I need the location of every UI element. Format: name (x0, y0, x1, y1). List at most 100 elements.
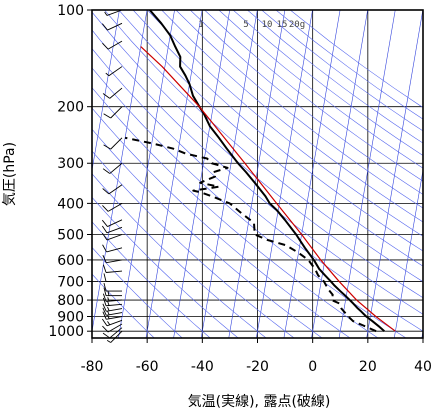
wind-barb-shaft (107, 202, 123, 212)
background-lines (92, 10, 423, 338)
wind-barb-shaft (107, 219, 123, 227)
x-tick-label: -80 (81, 359, 104, 375)
mixing-ratio-label: 1 (198, 20, 203, 30)
wind-barb-shaft (109, 87, 123, 99)
dry-adiabat-line (92, 29, 423, 315)
wind-barb-shaft (109, 162, 123, 174)
wind-barb-feather (101, 219, 108, 227)
wind-barb-shaft (106, 226, 123, 234)
plot-frame (91, 9, 424, 339)
mixing-ratio-labels: 1 5 10 15 20g (198, 20, 305, 30)
dry-adiabat-line (190, 10, 423, 195)
dry-adiabat-line (204, 10, 423, 182)
wind-barb-half-feather (107, 314, 110, 319)
wind-barb-feather (102, 168, 111, 174)
wind-barb-half-feather (107, 301, 110, 306)
isotherm-line (92, 10, 120, 172)
wind-barb-shaft (107, 40, 123, 50)
dry-adiabat-line (92, 221, 211, 338)
dry-adiabat-line (92, 67, 407, 338)
wind-barb-half-feather (106, 340, 111, 343)
wind-barb-shaft (110, 106, 123, 119)
dry-adiabat-line (104, 10, 423, 283)
dry-adiabat-line (92, 173, 267, 338)
dry-adiabat-line (118, 10, 423, 267)
grid-layer (87, 9, 424, 343)
wind-barb-feather (102, 297, 107, 306)
y-tick-label: 500 (57, 228, 84, 244)
wind-barb-shaft (106, 234, 123, 241)
dewpoint-line (124, 136, 377, 333)
wind-barb-shaft (109, 327, 123, 339)
x-tick-label: 20 (359, 359, 377, 375)
y-tick-label: 900 (57, 309, 84, 325)
isotherm-line (311, 10, 368, 338)
dry-adiabat-line (147, 10, 423, 237)
parcel-line (140, 46, 396, 332)
y-tick-label: 200 (57, 100, 84, 116)
y-tick-label: 300 (57, 156, 84, 172)
wind-barb-shaft (108, 184, 123, 195)
dry-adiabat-line (92, 128, 323, 338)
wind-barb-feather (102, 93, 111, 99)
wind-barb-feather (102, 293, 107, 302)
wind-barb-feather (102, 42, 109, 50)
dry-adiabat-line (92, 246, 183, 338)
dry-adiabat-line (275, 10, 423, 120)
wind-barb-half-feather (107, 321, 111, 326)
dry-adiabat-line (92, 150, 295, 338)
wind-barb-shaft (106, 270, 123, 273)
x-tick-label: 0 (308, 359, 317, 375)
dry-adiabat-line (92, 87, 379, 338)
wind-barb-feather (102, 332, 111, 339)
wind-barb-half-feather (107, 310, 110, 316)
wind-barb-half-feather (107, 291, 110, 296)
y-tick-label: 1000 (48, 324, 84, 340)
wind-barb-feather (102, 264, 107, 273)
dry-adiabat-line (92, 107, 351, 338)
y-tick-label: 700 (57, 274, 84, 290)
temperature-line (149, 10, 386, 332)
isotherm-line (366, 10, 423, 338)
wind-barb-feather (103, 113, 111, 119)
wind-barb-feather (102, 244, 107, 253)
wind-barb-feather (103, 273, 107, 282)
wind-barb-shaft (107, 22, 123, 31)
wind-barb-half-feather (107, 297, 110, 302)
mixing-ratio-label: 10 (262, 20, 273, 30)
dry-adiabat-line (92, 273, 155, 338)
wind-barb-feather (102, 255, 107, 263)
isotherm-line (421, 329, 423, 338)
dry-adiabat-line (247, 10, 423, 144)
mixing-ratio-label: 15 (277, 20, 288, 30)
dry-adiabat-line (132, 10, 423, 252)
dry-adiabat-line (232, 10, 423, 156)
y-axis-title: 気圧(hPa) (2, 142, 18, 206)
isotherm-line (145, 10, 203, 338)
wind-barb-half-feather (105, 72, 110, 77)
isotherm-line (256, 10, 313, 338)
dry-adiabat-line (92, 196, 239, 338)
x-tick-label: -60 (136, 359, 159, 375)
y-tick-label: 400 (57, 196, 84, 212)
wind-barb-shaft (106, 247, 123, 253)
data-series (124, 10, 396, 333)
dry-adiabat-line (175, 10, 423, 209)
wind-barbs (101, 9, 123, 343)
dry-adiabat-line (161, 10, 423, 223)
wind-barb-feather (102, 311, 107, 320)
wind-barb-feather (102, 188, 110, 195)
isotherm-line (338, 10, 396, 338)
y-tick-label: 600 (57, 253, 84, 269)
wind-barb-feather (102, 307, 107, 316)
wind-barb-shaft (108, 66, 123, 77)
wind-barb-feather (101, 318, 108, 327)
x-tick-label: 40 (414, 359, 432, 375)
wind-barb-feather (102, 325, 109, 333)
wind-barb-feather (101, 225, 108, 234)
wind-barb-feather (102, 205, 109, 212)
x-axis-title: 気温(実線), 露点(破線) (188, 394, 331, 410)
wind-barb-feather (103, 287, 107, 296)
